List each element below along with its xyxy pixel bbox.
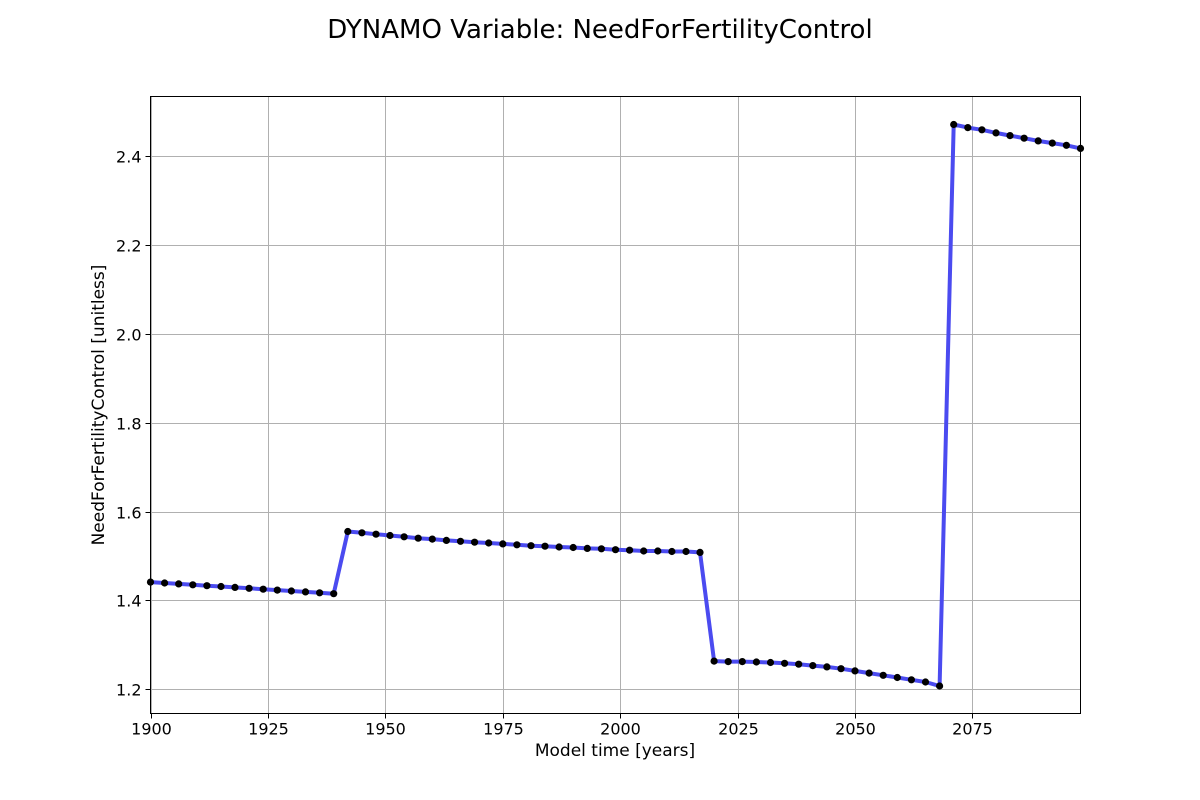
data-point <box>964 124 972 132</box>
plot-frame <box>150 96 1081 714</box>
y-axis: 1.2 1.4 1.6 1.8 2.0 2.2 2.4 <box>116 148 151 700</box>
y-tick-label: 2.4 <box>116 148 141 167</box>
data-point <box>471 538 479 546</box>
data-point <box>611 546 620 554</box>
data-point <box>837 665 845 673</box>
data-point <box>358 529 366 537</box>
y-tick-label: 1.4 <box>116 592 141 611</box>
data-point <box>809 662 817 670</box>
data-point <box>668 547 676 556</box>
data-point <box>273 586 281 594</box>
x-tick-label: 2000 <box>600 720 641 739</box>
data-point <box>442 536 450 545</box>
data-point <box>936 682 944 690</box>
data-point <box>541 542 549 550</box>
data-point <box>640 547 648 555</box>
y-axis-label: NeedForFertilityControl [unitless] <box>89 265 109 546</box>
data-point <box>710 657 718 665</box>
data-point <box>865 669 873 677</box>
data-point <box>301 588 310 596</box>
data-point <box>175 580 183 588</box>
grid <box>150 96 1081 714</box>
data-point <box>400 533 408 541</box>
x-tick-label: 1900 <box>131 720 172 739</box>
data-point <box>879 671 887 679</box>
data-point <box>795 660 803 668</box>
data-point <box>456 537 465 545</box>
data-point <box>893 673 901 682</box>
data-point <box>569 543 577 552</box>
data-point <box>386 531 394 540</box>
data-point <box>330 590 338 598</box>
data-point <box>950 120 958 129</box>
data-point <box>527 542 535 550</box>
x-axis: 1900 1925 1950 1975 2000 2025 2050 2075 <box>131 713 993 739</box>
data-point <box>752 658 761 666</box>
x-axis-label: Model time [years] <box>535 741 695 761</box>
x-tick-label: 1925 <box>248 720 289 739</box>
data-point <box>1048 139 1056 147</box>
data-point <box>245 584 253 592</box>
data-point <box>978 126 986 134</box>
data-point <box>217 582 225 591</box>
data-point <box>259 585 267 593</box>
data-point <box>724 658 732 666</box>
data-point <box>1034 137 1042 145</box>
chart-title: DYNAMO Variable: NeedForFertilityControl <box>327 15 872 45</box>
data-point <box>696 548 704 557</box>
y-tick-label: 1.6 <box>116 504 141 523</box>
x-tick-label: 1975 <box>483 720 524 739</box>
y-tick-label: 2.2 <box>116 237 141 256</box>
data-point <box>231 583 239 592</box>
series-line <box>148 122 1083 688</box>
y-tick-label: 1.8 <box>116 415 141 434</box>
data-point <box>161 579 169 587</box>
data-point <box>414 534 422 542</box>
data-point <box>992 129 1000 137</box>
y-tick-label: 1.2 <box>116 681 141 700</box>
x-tick-label: 2075 <box>952 720 993 739</box>
data-point <box>316 589 324 597</box>
data-point <box>344 527 352 536</box>
x-tick-label: 2050 <box>835 720 876 739</box>
data-point <box>428 535 436 543</box>
data-point <box>921 678 930 686</box>
data-point <box>203 582 211 590</box>
x-tick-label: 2025 <box>718 720 759 739</box>
data-point <box>372 530 380 538</box>
data-point <box>1020 134 1028 142</box>
series-markers <box>146 120 1085 690</box>
data-point <box>189 581 197 589</box>
data-point <box>287 587 295 595</box>
data-point <box>626 546 634 554</box>
data-point <box>597 545 606 553</box>
data-point <box>823 663 831 671</box>
data-point <box>555 543 563 551</box>
data-point <box>907 676 916 684</box>
data-point <box>485 539 493 547</box>
x-tick-label: 1950 <box>365 720 406 739</box>
data-point <box>781 659 789 667</box>
data-point <box>738 658 746 666</box>
data-point <box>682 547 690 556</box>
data-point <box>513 541 521 549</box>
data-point <box>583 544 591 553</box>
data-point <box>1006 132 1014 140</box>
data-point <box>851 667 859 675</box>
data-point <box>766 658 775 667</box>
data-point <box>499 540 507 548</box>
data-point <box>654 547 662 555</box>
data-point <box>1062 141 1070 149</box>
y-tick-label: 2.0 <box>116 326 141 345</box>
series-line-group <box>148 122 1083 688</box>
